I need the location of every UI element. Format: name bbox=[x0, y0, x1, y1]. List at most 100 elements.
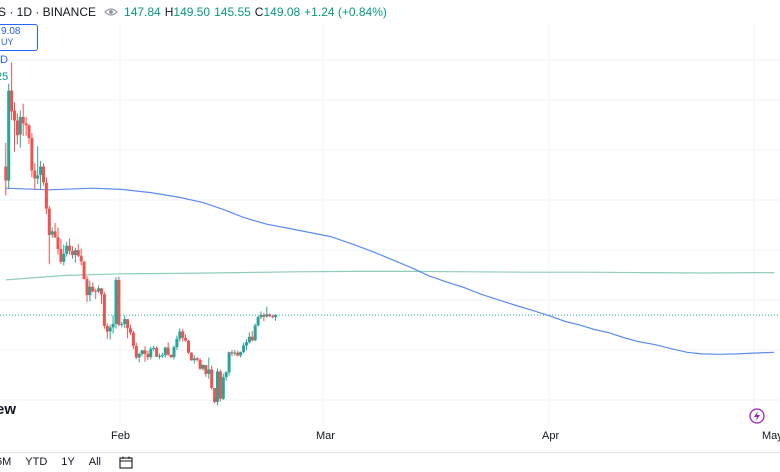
candle-body bbox=[256, 317, 260, 326]
candle-body bbox=[27, 125, 31, 139]
range-6m[interactable]: 6M bbox=[0, 456, 12, 468]
candle-body bbox=[4, 166, 8, 181]
candle-body bbox=[259, 315, 263, 318]
candle-body bbox=[253, 325, 257, 341]
candle-body bbox=[175, 338, 179, 348]
candle-body bbox=[181, 331, 185, 338]
candle-body bbox=[265, 314, 269, 317]
candle-body bbox=[172, 347, 176, 358]
candle-body bbox=[94, 290, 98, 292]
candle-body bbox=[126, 319, 130, 329]
ma-fast-value: D bbox=[0, 54, 8, 66]
candle-body bbox=[73, 250, 77, 255]
candle-body bbox=[146, 353, 150, 358]
x-label-feb: Feb bbox=[111, 430, 130, 442]
candle-body bbox=[166, 347, 170, 355]
candle-body bbox=[224, 372, 228, 378]
candle-body bbox=[131, 332, 135, 346]
candle-body bbox=[88, 286, 92, 296]
candle-body bbox=[198, 359, 202, 369]
candle-body bbox=[13, 110, 16, 121]
candle-body bbox=[152, 347, 156, 349]
candle-body bbox=[268, 314, 272, 317]
candle-body bbox=[53, 231, 57, 238]
ohlc-open: 147.84 bbox=[124, 5, 161, 19]
candle-body bbox=[10, 90, 14, 112]
candle-body bbox=[149, 348, 153, 358]
ma-slow-value: 25 bbox=[0, 71, 9, 83]
candle-body bbox=[123, 319, 127, 324]
candle-body bbox=[91, 286, 95, 292]
candle-body bbox=[239, 351, 243, 356]
candle-body bbox=[163, 347, 167, 356]
candle-body bbox=[42, 166, 45, 183]
candle-body bbox=[236, 352, 240, 356]
range-1y[interactable]: 1Y bbox=[61, 456, 75, 468]
candle-body bbox=[79, 255, 83, 262]
buy-price-box[interactable]: 9.08 UY bbox=[0, 24, 38, 51]
candle-body bbox=[114, 279, 118, 324]
candle-body bbox=[233, 352, 237, 354]
candle-body bbox=[15, 120, 19, 136]
candle-body bbox=[108, 327, 112, 332]
candle-body bbox=[218, 371, 222, 399]
candle-body bbox=[134, 345, 138, 358]
candle-body bbox=[137, 353, 141, 358]
candle-body bbox=[102, 294, 106, 326]
x-label-apr: Apr bbox=[542, 430, 560, 442]
candle-body bbox=[140, 350, 144, 354]
ohlc-change: +1.24 (+0.84%) bbox=[304, 5, 387, 19]
candle-body bbox=[247, 336, 251, 343]
calendar-icon[interactable] bbox=[119, 456, 133, 469]
candle-body bbox=[85, 279, 89, 296]
candle-body bbox=[271, 316, 275, 318]
candle-body bbox=[195, 358, 199, 360]
candle-body bbox=[250, 336, 254, 341]
candle-body bbox=[230, 352, 234, 354]
candle-body bbox=[82, 261, 86, 279]
candle-body bbox=[56, 237, 60, 249]
range-all[interactable]: All bbox=[88, 456, 101, 468]
range-ytd[interactable]: YTD bbox=[25, 456, 48, 468]
x-label-may: May bbox=[762, 430, 780, 442]
candle-body bbox=[274, 315, 277, 318]
eye-icon[interactable] bbox=[104, 6, 118, 18]
candle-body bbox=[204, 365, 208, 374]
lightning-icon[interactable] bbox=[749, 408, 765, 424]
candle-body bbox=[44, 182, 48, 209]
symbol-title[interactable]: S · 1D · BINANCE bbox=[0, 5, 97, 19]
ma-slow-line bbox=[5, 270, 775, 281]
candle-body bbox=[189, 352, 193, 361]
candle-body bbox=[76, 250, 80, 256]
x-label-mar: Mar bbox=[316, 430, 335, 442]
candle-body bbox=[36, 175, 40, 179]
candle-body bbox=[143, 350, 147, 354]
candle-body bbox=[227, 352, 231, 373]
candle-body bbox=[158, 355, 161, 357]
watermark-logo: ew bbox=[0, 401, 17, 418]
symbol-header: S · 1D · BINANCE 147.84 H149.50 145.55 C… bbox=[0, 0, 780, 24]
candle-body bbox=[245, 342, 248, 346]
candle-body bbox=[213, 388, 217, 402]
ohlc-low: 145.55 bbox=[214, 5, 251, 19]
candle-body bbox=[65, 245, 69, 254]
candle-body bbox=[24, 123, 28, 126]
candle-body bbox=[105, 325, 109, 332]
candle-body bbox=[178, 331, 182, 339]
candle-body bbox=[169, 354, 173, 358]
buy-label: UY bbox=[1, 37, 14, 47]
candle-body bbox=[192, 358, 196, 361]
ohlc-high: H149.50 bbox=[164, 5, 211, 19]
candle-body bbox=[47, 208, 51, 235]
candle-body bbox=[216, 371, 219, 402]
candle-body bbox=[201, 365, 205, 369]
ohlc-close: C149.08 bbox=[254, 5, 301, 19]
ma-fast-line bbox=[5, 187, 775, 355]
candle-body bbox=[18, 116, 22, 135]
candle-body bbox=[30, 138, 34, 171]
candle-body bbox=[221, 377, 225, 399]
candle-body bbox=[155, 347, 159, 357]
candle-body bbox=[160, 355, 164, 357]
buy-price: 9.08 bbox=[1, 26, 21, 37]
